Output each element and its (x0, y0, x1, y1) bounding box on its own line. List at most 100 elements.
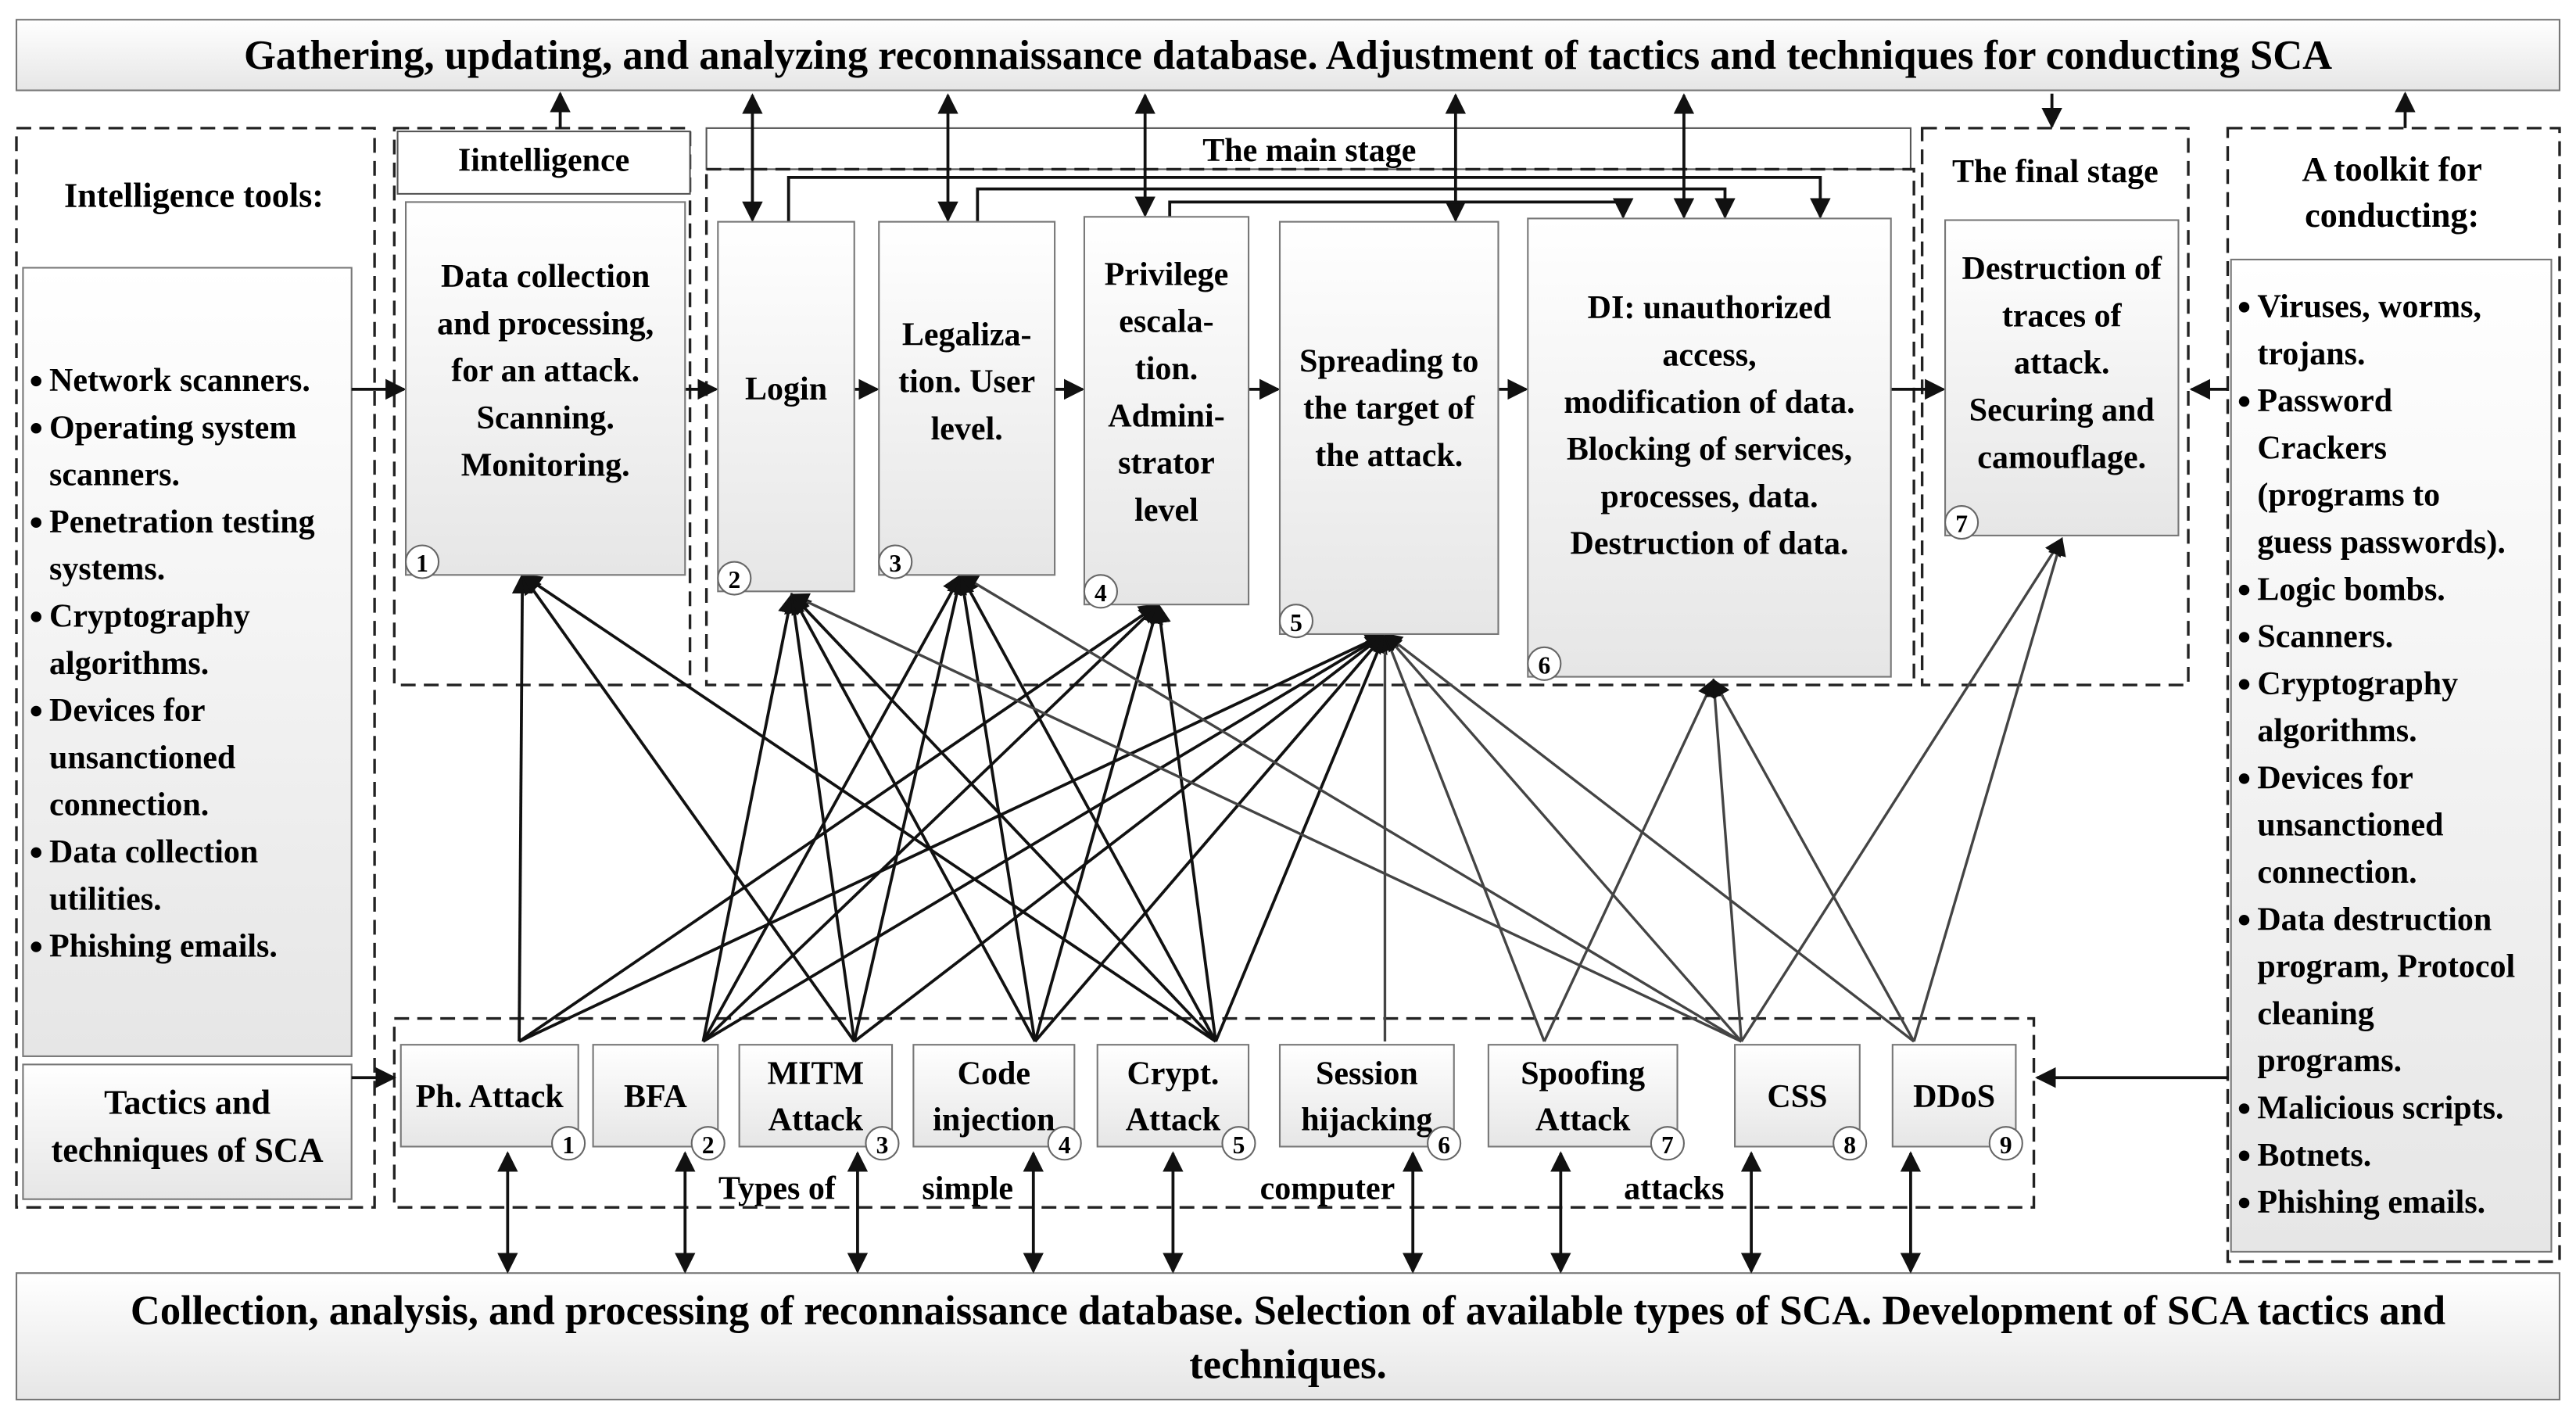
stage-box-5-line-3: the attack. (1315, 438, 1463, 474)
attack-1-to-stage-1-arrow (511, 572, 533, 1042)
toolkit-item-7-line-1: Data destruction (2257, 902, 2492, 937)
attack-9-to-stage-5-arrow (1383, 633, 1915, 1043)
attack-number-badge (551, 1126, 586, 1161)
bullet-icon (2238, 1150, 2250, 1161)
attack-4-to-stage-2-arrow (790, 593, 1037, 1042)
toolkit-item-5-line-1: Cryptography (2257, 666, 2458, 702)
toolkit-list: Viruses, worms, trojans. Password Crackers (… (2238, 289, 2515, 1221)
attack-8-to-stage-5-arrow (1383, 633, 1743, 1043)
stage-box-1-line-4: Scanning. (476, 400, 614, 436)
attack-box-rect (912, 1044, 1076, 1148)
stage-box-7-line-2: traces of (2002, 298, 2123, 334)
stage-box-7-line-4: Securing and (1969, 393, 2155, 428)
attack-box-1: Ph. Attack 1 (399, 1044, 586, 1161)
intelligence-tool-item-6-line-1: Data collection (49, 834, 258, 870)
stage-box-2: Login 2 (717, 220, 855, 596)
bullet-icon (2238, 915, 2250, 926)
attack-8-to-stage-3-arrow (959, 573, 1743, 1043)
attack-5-to-stage-4-arrow (1150, 602, 1217, 1042)
attack-number-7: 7 (1661, 1131, 1674, 1159)
attack-9-to-stage-7-arrow (1912, 536, 2066, 1042)
attack-box-rect (1096, 1044, 1250, 1148)
attack-4-line-2: injection (933, 1102, 1055, 1138)
stage-number-badge (404, 544, 440, 579)
attack-number-badge (1427, 1126, 1462, 1161)
stage-box-rect (1527, 217, 1892, 678)
stage-number-5: 5 (1290, 609, 1302, 636)
attack-5-line-1: Crypt. (1127, 1056, 1219, 1092)
intelligence-tools-list: Network scanners. Operating system scanner… (30, 363, 315, 965)
bullet-icon (30, 847, 41, 859)
stage-box-6-line-2: access, (1662, 337, 1756, 373)
attack-number-8: 8 (1843, 1131, 1856, 1159)
intelligence-stage-header (396, 131, 691, 195)
stage-box-4-line-1: Privilege (1105, 256, 1229, 292)
bullet-icon (2238, 1197, 2250, 1209)
bullet-icon (30, 422, 41, 434)
toolkit-item-6-line-1: Devices for (2257, 760, 2413, 796)
bullet-icon (2238, 302, 2250, 313)
attack-5-to-stage-3-arrow (959, 573, 1217, 1042)
attack-3-to-stage-1-arrow (521, 573, 856, 1043)
attack-7-to-stage-6-arrow (1542, 678, 1715, 1042)
attacks-caption-1: Types of (718, 1171, 837, 1207)
attack-box-5: Crypt. Attack 5 (1096, 1044, 1256, 1161)
stage-box-3-line-1: Legaliza- (902, 317, 1032, 353)
toolkit-panel (2226, 127, 2561, 1264)
toolkit-item-4-line-1: Scanners. (2257, 619, 2393, 655)
stage-box-rect (404, 201, 686, 576)
attack-1-to-stage-5-arrow (518, 633, 1387, 1043)
attack-6-line-2: hijacking (1301, 1102, 1432, 1138)
intelligence-tool-item-4-line-2: algorithms. (49, 646, 209, 682)
intelligence-tool-item-2-line-2: scanners. (49, 457, 180, 493)
attack-number-badge (865, 1126, 900, 1161)
bullet-icon (2238, 679, 2250, 690)
stage-box-rect (1944, 219, 2180, 536)
toolkit-title-line-2: conducting: (2305, 196, 2479, 235)
stage-number-badge (1944, 505, 1979, 540)
stage-box-4-line-3: tion. (1135, 351, 1198, 387)
stage-box-6-line-4: Blocking of services, (1567, 432, 1852, 468)
stage-box-4-line-4: Admini- (1108, 398, 1224, 434)
stage-box-4-line-5: strator (1118, 446, 1215, 482)
toolkit-item-6-line-2: unsanctioned (2257, 808, 2443, 844)
intelligence-tool-item-3-line-1: Penetration testing (49, 504, 315, 540)
toolkit-item-7-line-4: programs. (2257, 1043, 2402, 1079)
attack-number-badge (1833, 1126, 1868, 1161)
attack-boxes: Ph. Attack 1 BFA 2 MITM Attack 3 Code injection4… (399, 1044, 2023, 1161)
intelligence-tools-title: Intelligence tools: (64, 177, 324, 215)
toolkit-item-3-line-1: Logic bombs. (2257, 572, 2445, 608)
bullet-icon (2238, 1103, 2250, 1114)
stage-box-rect (1083, 216, 1250, 606)
attack-2-to-stage-4-arrow (702, 603, 1160, 1043)
attack-number-5: 5 (1233, 1131, 1245, 1159)
bottom-bar (15, 1272, 2561, 1401)
stage-box-1-line-5: Monitoring. (461, 447, 630, 483)
stage-number-1: 1 (416, 550, 428, 577)
bullet-icon (30, 941, 41, 952)
attack-number-6: 6 (1438, 1131, 1450, 1159)
stage-boxes: Data collection and processing, for an att… (404, 201, 2180, 681)
intelligence-tools-list-box (22, 267, 353, 1057)
stage-box-3-line-2: tion. User (898, 364, 1035, 400)
attack-1-to-stage-4-arrow (518, 603, 1160, 1043)
attack-4-line-1: Code (958, 1056, 1030, 1092)
toolkit-list-box (2230, 258, 2553, 1253)
stage-box-4: Privilege escala-tion. Admini-strator level… (1083, 216, 1250, 609)
bottom-bar-line-1: Collection, analysis, and processing of … (131, 1288, 2445, 1333)
intelligence-tool-item-7-line-1: Phishing emails. (49, 929, 278, 965)
attack-8-to-stage-6-arrow (1705, 678, 1743, 1042)
stage-box-4-line-2: escala- (1119, 304, 1213, 340)
intelligence-tool-item-5-line-1: Devices for (49, 693, 206, 729)
bullet-icon (2238, 584, 2250, 596)
intelligence-tool-item-6-line-2: utilities. (49, 881, 162, 917)
stage-box-rect (717, 220, 855, 593)
toolkit-item-2-line-3: (programs to (2257, 478, 2440, 514)
intelligence-stage-panel (392, 127, 692, 686)
stage-box-1: Data collection and processing, for an att… (404, 201, 686, 579)
attack-2-line-1: BFA (624, 1079, 688, 1115)
attack-8-line-1: CSS (1767, 1079, 1827, 1115)
attack-9-line-1: DDoS (1913, 1079, 1995, 1115)
bullet-icon (30, 705, 41, 717)
